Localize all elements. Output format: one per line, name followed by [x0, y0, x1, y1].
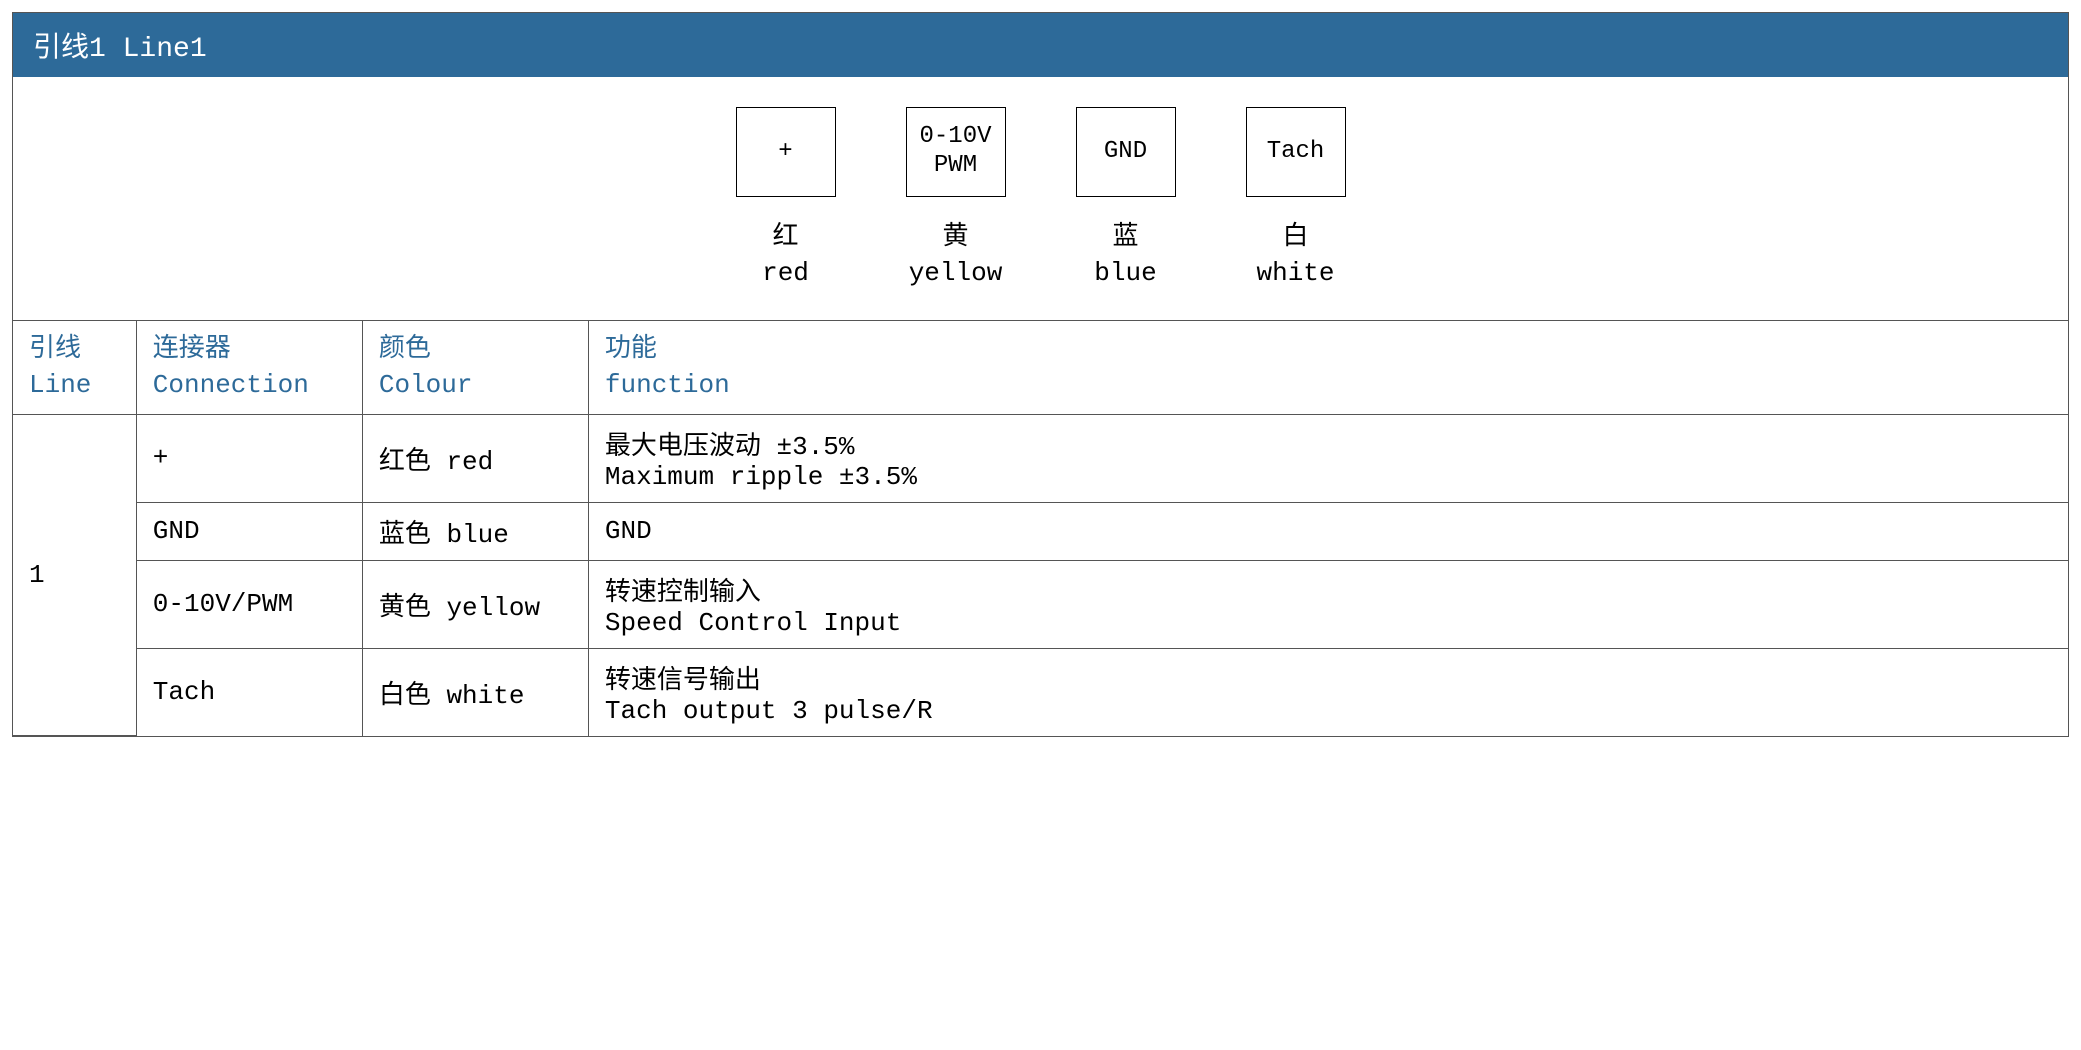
pin-label-tach: 白 white	[1256, 219, 1334, 292]
func-cn: 转速信号输出	[605, 659, 2052, 696]
pin-box-text: GND	[1104, 138, 1147, 167]
pin-box-plus: +	[736, 107, 836, 197]
pin-box-text2: PWM	[934, 152, 977, 181]
th-en: Line	[29, 370, 91, 400]
pin-box-tach: Tach	[1246, 107, 1346, 197]
cell-connection: Tach	[136, 648, 362, 736]
cell-function: 最大电压波动 ±3.5% Maximum ripple ±3.5%	[588, 414, 2068, 502]
cell-connection: +	[136, 414, 362, 502]
th-line: 引线 Line	[13, 321, 136, 414]
pin-block-plus: + 红 red	[736, 107, 836, 292]
th-cn: 引线	[29, 334, 81, 364]
th-en: function	[605, 370, 730, 400]
cell-colour: 白色 white	[362, 648, 588, 736]
table-row: 0-10V/PWM 黄色 yellow 转速控制输入 Speed Control…	[13, 560, 2068, 648]
pin-label-cn: 蓝	[1112, 222, 1138, 252]
pin-label-en: blue	[1094, 258, 1156, 288]
pin-box-pwm: 0-10V PWM	[906, 107, 1006, 197]
pin-label-cn: 黄	[942, 222, 968, 252]
func-en: Tach output 3 pulse/R	[605, 696, 2052, 726]
cell-colour: 黄色 yellow	[362, 560, 588, 648]
func-en: Maximum ripple ±3.5%	[605, 462, 2052, 492]
pin-block-pwm: 0-10V PWM 黄 yellow	[906, 107, 1006, 292]
pin-label-gnd: 蓝 blue	[1094, 219, 1156, 292]
pin-box-text1: 0-10V	[919, 123, 991, 152]
cell-function: 转速控制输入 Speed Control Input	[588, 560, 2068, 648]
func-en: Speed Control Input	[605, 608, 2052, 638]
th-cn: 颜色	[379, 334, 431, 364]
section-header: 引线1 Line1	[13, 13, 2068, 77]
pin-block-tach: Tach 白 white	[1246, 107, 1346, 292]
func-cn: 转速控制输入	[605, 571, 2052, 608]
pin-label-pwm: 黄 yellow	[909, 219, 1003, 292]
wiring-table: 引线 Line 连接器 Connection 颜色 Colour 功能 func…	[13, 321, 2068, 736]
th-cn: 连接器	[153, 334, 231, 364]
th-function: 功能 function	[588, 321, 2068, 414]
th-en: Colour	[379, 370, 473, 400]
func-en: GND	[605, 516, 2052, 546]
header-title: 引线1 Line1	[33, 34, 207, 65]
pin-label-en: red	[762, 258, 809, 288]
pin-label-en: white	[1256, 258, 1334, 288]
cell-colour: 蓝色 blue	[362, 502, 588, 560]
pin-box-gnd: GND	[1076, 107, 1176, 197]
wiring-spec-container: 引线1 Line1 + 红 red 0-10V PWM 黄 yellow GN	[12, 12, 2069, 737]
cell-connection: GND	[136, 502, 362, 560]
table-row: GND 蓝色 blue GND	[13, 502, 2068, 560]
pin-label-plus: 红 red	[762, 219, 809, 292]
cell-function: 转速信号输出 Tach output 3 pulse/R	[588, 648, 2068, 736]
cell-line-value: 1	[13, 414, 136, 736]
pin-block-gnd: GND 蓝 blue	[1076, 107, 1176, 292]
th-en: Connection	[153, 370, 309, 400]
func-cn: 最大电压波动 ±3.5%	[605, 425, 2052, 462]
cell-connection: 0-10V/PWM	[136, 560, 362, 648]
table-header-row: 引线 Line 连接器 Connection 颜色 Colour 功能 func…	[13, 321, 2068, 414]
cell-colour: 红色 red	[362, 414, 588, 502]
cell-function: GND	[588, 502, 2068, 560]
pin-box-text: +	[778, 138, 792, 167]
pin-label-en: yellow	[909, 258, 1003, 288]
th-colour: 颜色 Colour	[362, 321, 588, 414]
pin-label-cn: 红	[772, 222, 798, 252]
pin-label-cn: 白	[1282, 222, 1308, 252]
pin-box-text: Tach	[1267, 138, 1325, 167]
th-cn: 功能	[605, 334, 657, 364]
table-row: Tach 白色 white 转速信号输出 Tach output 3 pulse…	[13, 648, 2068, 736]
pin-diagram: + 红 red 0-10V PWM 黄 yellow GND 蓝 blu	[13, 77, 2068, 321]
table-row: 1 + 红色 red 最大电压波动 ±3.5% Maximum ripple ±…	[13, 414, 2068, 502]
th-connection: 连接器 Connection	[136, 321, 362, 414]
